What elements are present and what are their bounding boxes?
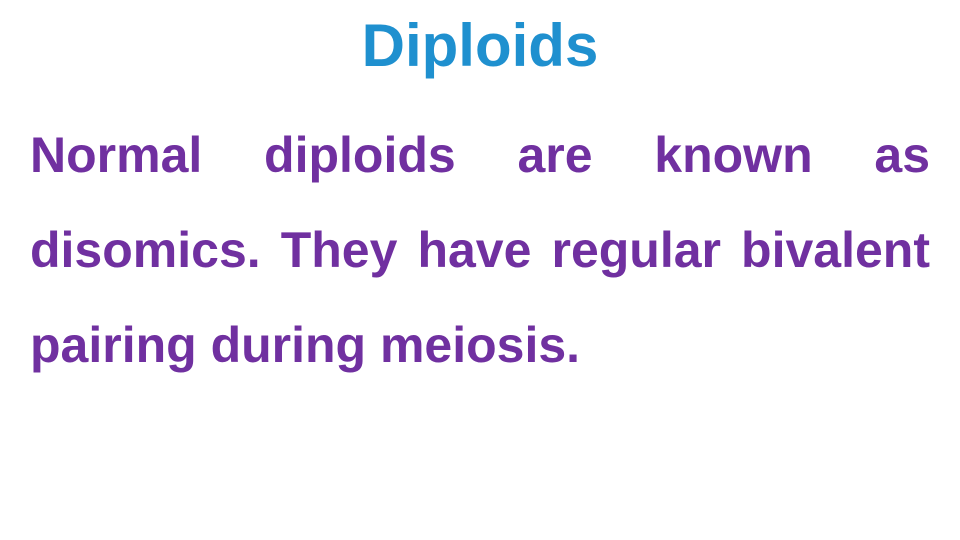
slide-title: Diploids (0, 16, 960, 76)
slide-body-text: Normal diploids are known as disomics. T… (30, 108, 930, 393)
